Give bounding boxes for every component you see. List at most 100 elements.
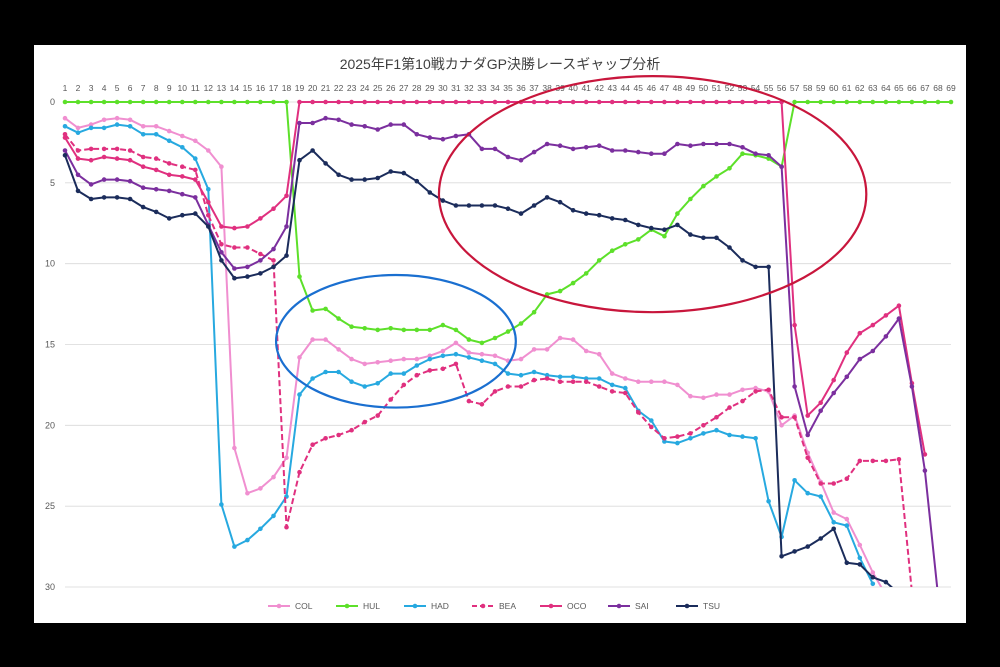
data-point [219, 99, 224, 105]
data-point [75, 99, 81, 105]
data-point [753, 385, 758, 391]
data-point [636, 99, 641, 105]
data-point [453, 351, 459, 357]
data-point [818, 481, 823, 486]
legend-label-col: COL [295, 601, 313, 611]
legend-label-tsu: TSU [703, 601, 720, 611]
x-tick-label: 4 [102, 83, 107, 93]
data-point [440, 198, 446, 203]
data-point [336, 316, 341, 321]
data-point [818, 99, 823, 105]
data-point [297, 157, 302, 163]
data-point [427, 356, 433, 362]
x-tick-label: 30 [438, 83, 448, 93]
data-point [127, 99, 133, 105]
data-point [727, 432, 732, 438]
data-point [662, 436, 667, 441]
data-point [140, 132, 146, 137]
data-point [492, 389, 498, 394]
x-tick-label: 54 [751, 83, 761, 93]
data-point [649, 99, 654, 105]
y-tick-label: 10 [45, 259, 55, 269]
data-point [740, 151, 745, 156]
data-point [922, 468, 928, 473]
data-point [440, 322, 446, 328]
data-point [114, 195, 120, 200]
data-point [570, 379, 576, 385]
legend-item-col: COL [268, 601, 313, 611]
data-point [662, 379, 667, 385]
data-point [166, 161, 172, 166]
data-point [479, 351, 485, 357]
legend-item-oco: OCO [540, 601, 587, 611]
data-point [427, 368, 433, 373]
data-point [583, 145, 589, 150]
data-point [140, 164, 146, 169]
data-point [323, 436, 328, 441]
data-point [675, 222, 680, 228]
data-point [740, 145, 745, 150]
data-point [180, 191, 185, 197]
data-point [531, 377, 537, 383]
data-point [153, 187, 159, 192]
data-point [206, 187, 211, 192]
data-point [180, 99, 185, 105]
data-point [609, 248, 615, 253]
x-tick-label: 36 [516, 83, 526, 93]
y-tick-label: 25 [45, 501, 55, 511]
data-point [453, 203, 459, 208]
data-point [805, 544, 810, 549]
data-point [310, 99, 315, 105]
data-point [727, 141, 732, 147]
data-point [936, 593, 941, 598]
data-point [714, 427, 719, 433]
data-point [440, 136, 446, 142]
data-point [557, 143, 563, 148]
data-point [310, 337, 315, 342]
data-point [219, 250, 224, 255]
data-point [375, 360, 381, 365]
data-point [844, 374, 850, 380]
data-point [948, 99, 954, 105]
data-point [727, 99, 732, 105]
x-tick-label: 22 [334, 83, 344, 93]
data-point [596, 258, 602, 263]
data-point [831, 99, 836, 105]
data-point [166, 128, 172, 134]
data-point [388, 358, 394, 364]
data-point [818, 408, 823, 414]
data-point [636, 410, 641, 415]
data-point [75, 148, 81, 153]
x-tick-label: 62 [855, 83, 865, 93]
data-point [258, 258, 263, 263]
data-point [388, 169, 394, 174]
data-point [531, 149, 537, 155]
data-point [193, 167, 198, 173]
data-point [479, 402, 485, 407]
data-point [479, 340, 485, 346]
data-point [414, 178, 420, 184]
x-tick-label: 31 [451, 83, 461, 93]
data-point [531, 203, 537, 208]
data-point [583, 348, 589, 354]
data-point [649, 225, 654, 231]
data-point [870, 581, 876, 587]
data-point [675, 99, 680, 105]
data-point [675, 382, 680, 388]
data-point [727, 166, 732, 171]
data-point [101, 195, 107, 200]
data-point [193, 138, 198, 144]
data-point [180, 164, 185, 169]
legend-label-oco: OCO [567, 601, 587, 611]
data-point [701, 395, 706, 401]
data-point [675, 434, 680, 439]
data-point [440, 99, 446, 105]
data-point [310, 376, 315, 381]
data-point [596, 99, 602, 105]
data-point [206, 224, 211, 229]
data-point [453, 361, 459, 367]
data-point [101, 146, 107, 152]
data-point [375, 413, 381, 418]
data-point [792, 415, 797, 420]
data-point [609, 148, 615, 153]
